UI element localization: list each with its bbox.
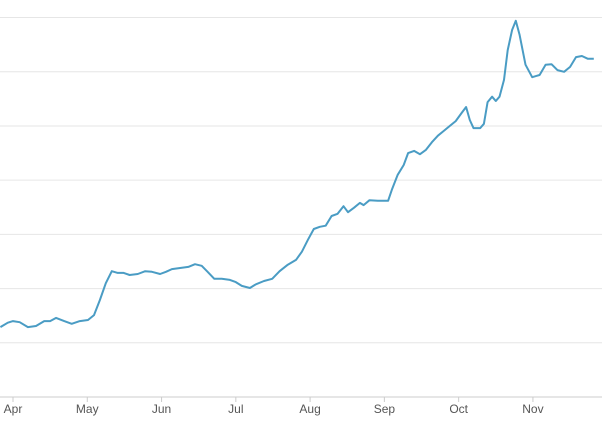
x-tick-label: Jun	[152, 402, 171, 416]
x-tick-label: Nov	[522, 402, 543, 416]
x-tick-label: Sep	[374, 402, 396, 416]
x-tick-label: Oct	[449, 402, 468, 416]
x-tick-label: Jul	[228, 402, 243, 416]
x-tick-label: Apr	[4, 402, 23, 416]
x-tick-label: Aug	[299, 402, 320, 416]
x-tick-label: May	[76, 402, 99, 416]
line	[0, 19, 594, 329]
